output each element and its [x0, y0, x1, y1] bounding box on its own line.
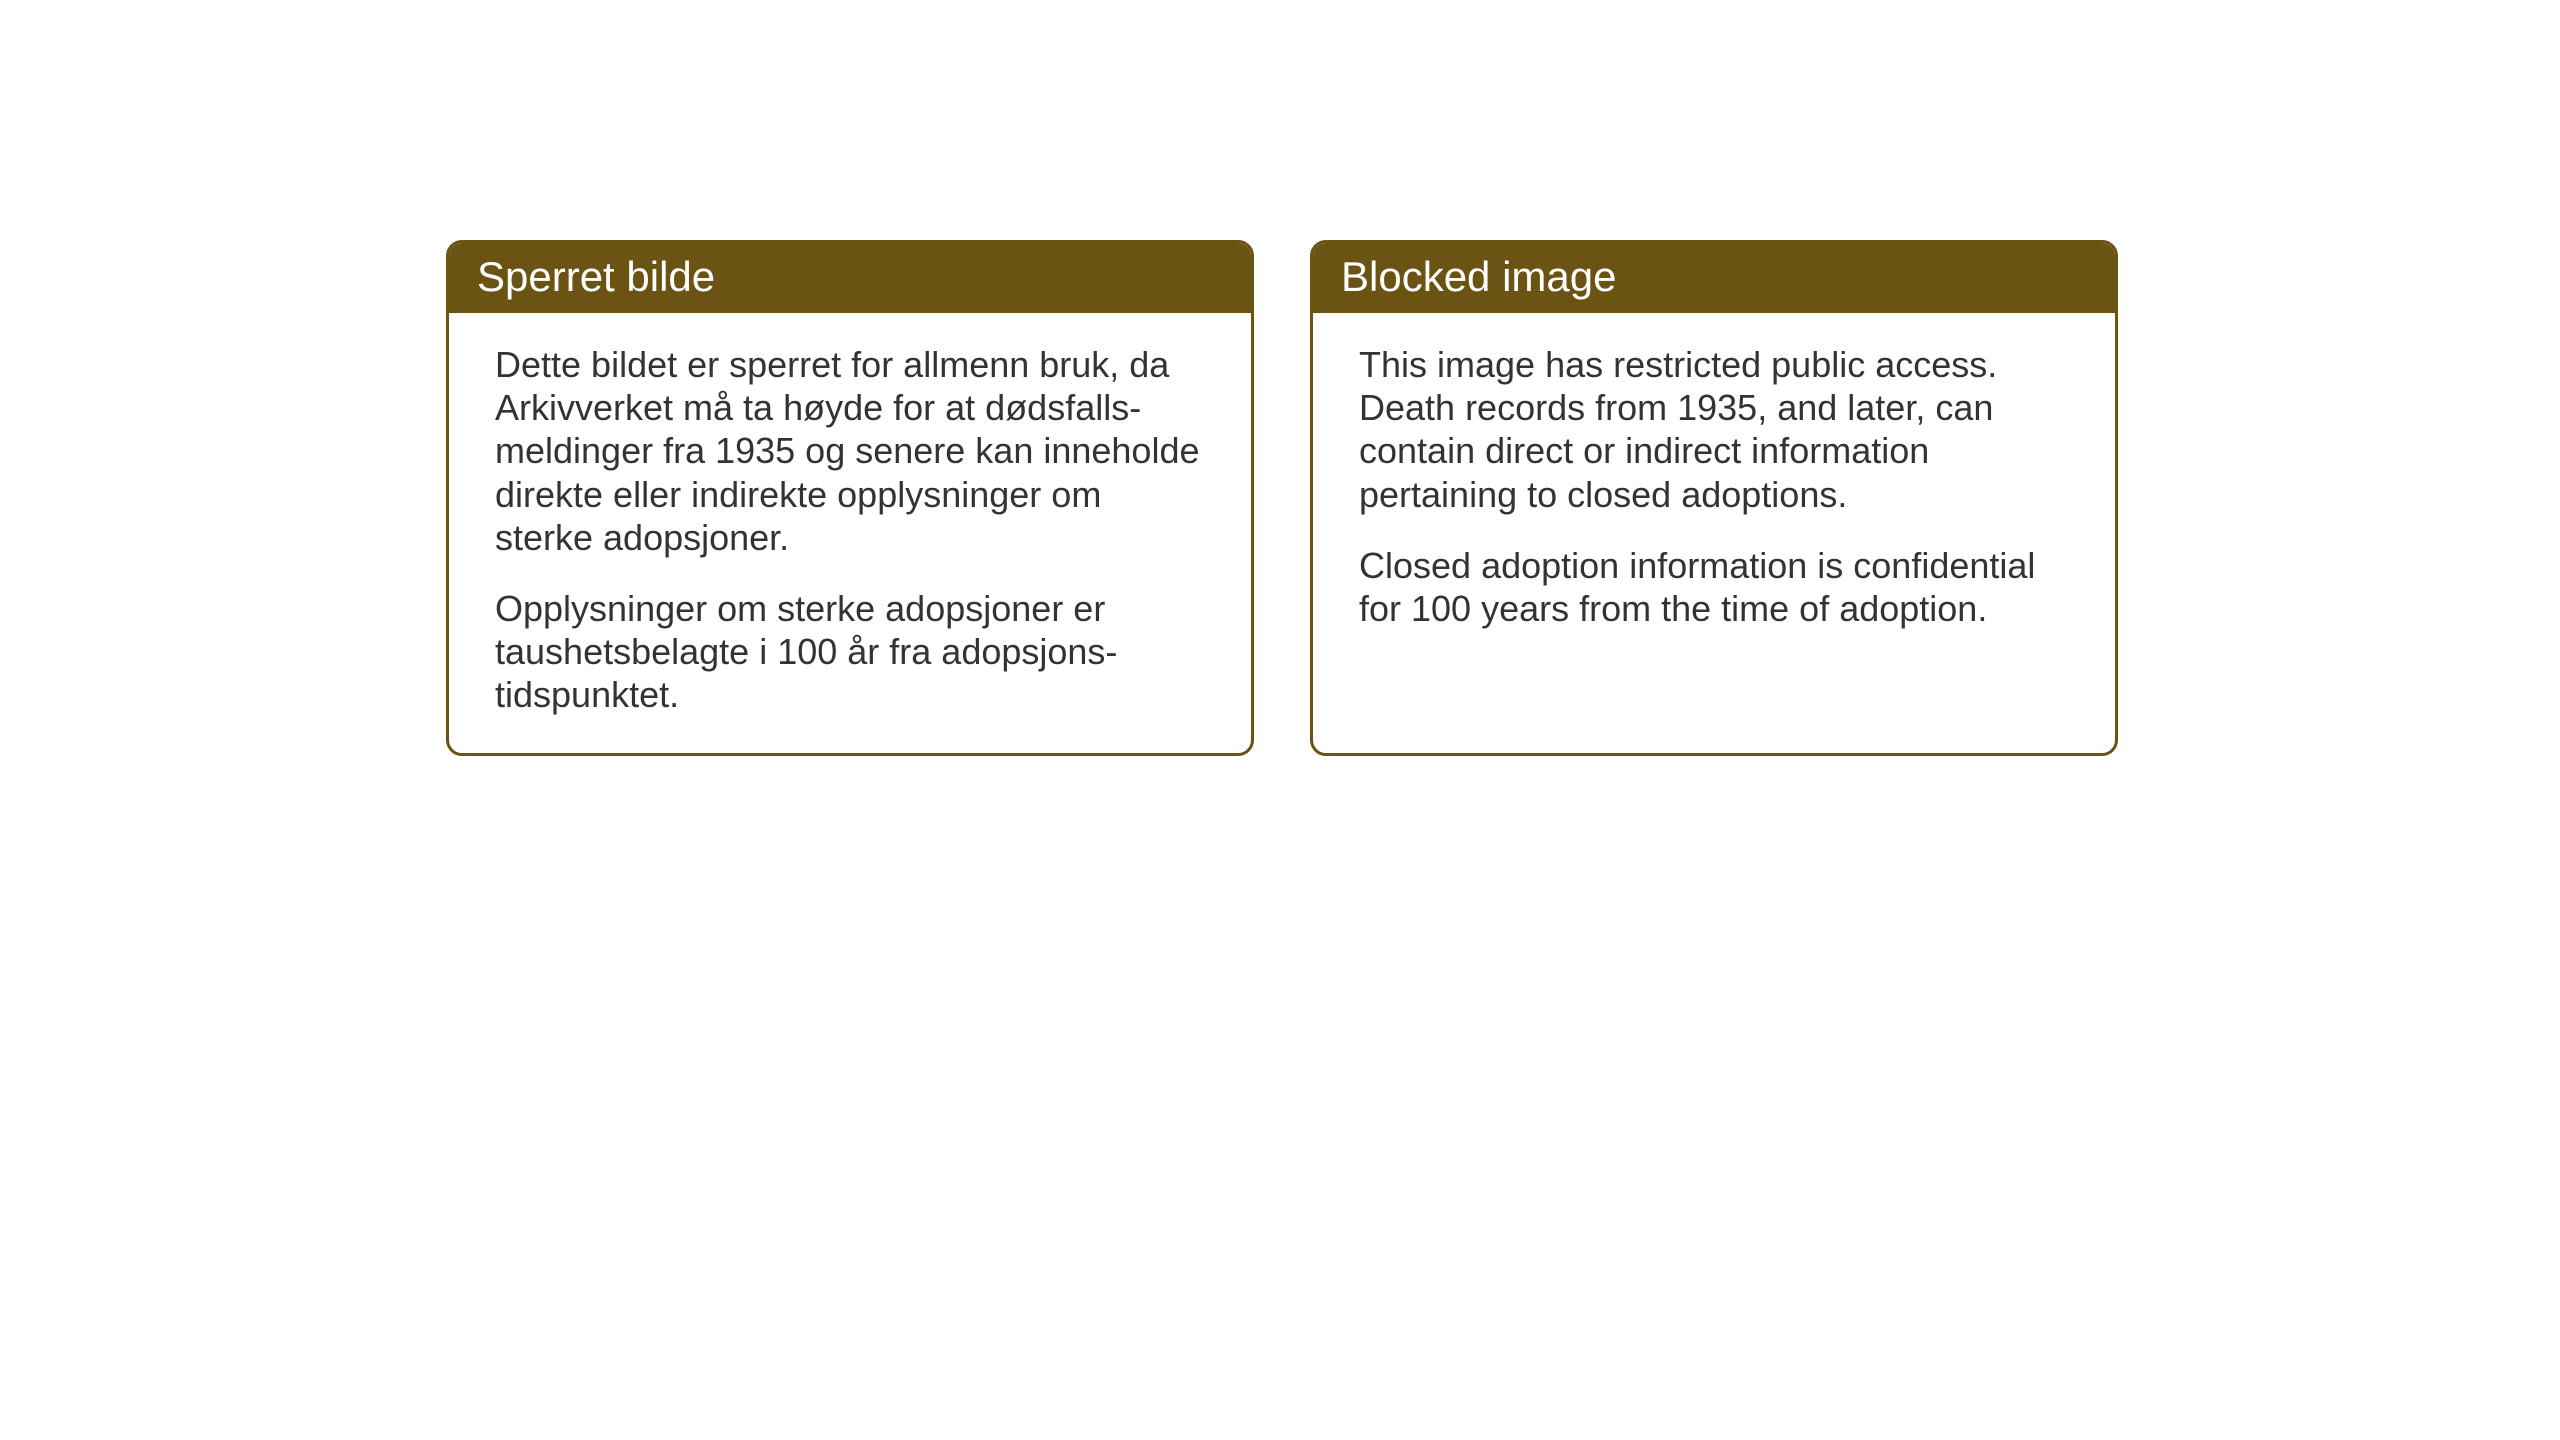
notice-title-norwegian: Sperret bilde: [477, 253, 715, 300]
notice-paragraph-2-norwegian: Opplysninger om sterke adopsjoner er tau…: [495, 587, 1205, 717]
notice-body-norwegian: Dette bildet er sperret for allmenn bruk…: [449, 313, 1251, 753]
notice-header-norwegian: Sperret bilde: [449, 243, 1251, 313]
notice-body-english: This image has restricted public access.…: [1313, 313, 2115, 713]
notice-paragraph-1-norwegian: Dette bildet er sperret for allmenn bruk…: [495, 343, 1205, 559]
notice-header-english: Blocked image: [1313, 243, 2115, 313]
notice-cards-container: Sperret bilde Dette bildet er sperret fo…: [446, 240, 2118, 756]
notice-paragraph-2-english: Closed adoption information is confident…: [1359, 544, 2069, 630]
notice-card-english: Blocked image This image has restricted …: [1310, 240, 2118, 756]
notice-card-norwegian: Sperret bilde Dette bildet er sperret fo…: [446, 240, 1254, 756]
notice-title-english: Blocked image: [1341, 253, 1616, 300]
notice-paragraph-1-english: This image has restricted public access.…: [1359, 343, 2069, 516]
